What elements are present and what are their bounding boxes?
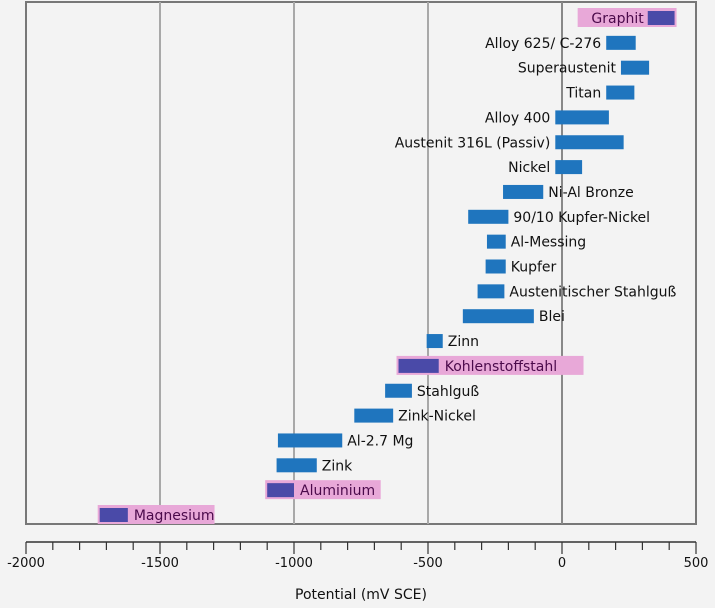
bar-label: Blei (539, 309, 565, 325)
bar-group-kohlenstoffstahl: Kohlenstoffstahl (396, 355, 584, 375)
bar-group-magnesium: Magnesium (97, 505, 215, 524)
bars-layer: Graphit Alloy 625/ C-276 Superaustenit Tita… (97, 8, 677, 524)
bar-label: Kupfer (511, 260, 557, 276)
bar (267, 483, 294, 498)
bar-group-zink: Zink (276, 458, 353, 474)
bar (486, 234, 506, 249)
x-axis: -2000 -1500 -1000 -500 0 500 (7, 541, 709, 571)
bar (276, 458, 317, 473)
bar-label: Austenitischer Stahlguß (509, 284, 676, 300)
bar-label: Zink-Nickel (398, 409, 476, 425)
bar-group-austenit-316l-passiv: Austenit 316L (Passiv) (395, 135, 624, 151)
x-tick-label-2: -1000 (275, 556, 313, 571)
bar (277, 433, 343, 448)
highlight-box (396, 355, 584, 375)
bar-label: Zink (322, 458, 353, 474)
bar-label: Ni-Al Bronze (548, 185, 633, 201)
bar-label: Alloy 400 (485, 110, 550, 126)
bar-group-90-10-kupfer-nickel: 90/10 Kupfer-Nickel (468, 209, 650, 226)
bar (426, 334, 443, 349)
bar (503, 184, 544, 199)
x-tick-label-4: 0 (558, 556, 566, 571)
bar-label: Alloy 625/ C-276 (485, 36, 601, 52)
bar (462, 309, 534, 324)
bar (555, 135, 624, 150)
bar-label: Aluminium (300, 483, 375, 499)
bar-group-blei: Blei (462, 309, 565, 325)
bar (485, 259, 506, 274)
bar-group-nickel: Nickel (508, 160, 583, 176)
bar-group-ni-al-bronze: Ni-Al Bronze (503, 184, 634, 201)
bar-group-al-2-7-mg: Al-2.7 Mg (277, 433, 413, 449)
highlight-box (265, 480, 381, 500)
bar (606, 85, 635, 100)
x-axis-title: Potential (mV SCE) (295, 587, 427, 603)
bar-label: Zinn (448, 334, 479, 350)
bar (385, 383, 412, 398)
bar-label: Al-2.7 Mg (347, 433, 413, 449)
bar (606, 35, 636, 50)
bar-label: Magnesium (134, 508, 215, 524)
bar-label: Titan (565, 86, 601, 102)
bar-label: Superaustenit (518, 61, 617, 77)
bar-label: Al-Messing (511, 235, 586, 251)
bar (354, 408, 394, 423)
bar-group-alloy-625-c-276: Alloy 625/ C-276 (485, 35, 636, 52)
bar-group-stahlgu: Stahlguß (385, 383, 479, 400)
bar (555, 160, 583, 175)
x-tick-label-1: -1500 (141, 556, 179, 571)
x-tick-label-0: -2000 (7, 556, 45, 571)
x-tick-label-5: 500 (684, 556, 709, 571)
bar-label: Stahlguß (417, 384, 479, 400)
bar-label: Nickel (508, 160, 550, 176)
bar-group-austenitischer-stahlgu: Austenitischer Stahlguß (477, 284, 677, 300)
bar-group-aluminium: Aluminium (265, 480, 381, 500)
bar (99, 508, 128, 522)
bar-group-al-messing: Al-Messing (486, 234, 586, 251)
plot-background (25, 1, 697, 525)
bar (398, 358, 439, 373)
bar-group-superaustenit: Superaustenit (518, 60, 650, 77)
bar-group-graphit: Graphit (577, 8, 677, 27)
bar (620, 60, 650, 75)
bar-group-zinn: Zinn (426, 334, 479, 350)
bar (647, 11, 675, 25)
bar-group-zink-nickel: Zink-Nickel (354, 408, 476, 425)
bar (555, 110, 609, 125)
bar-label: Austenit 316L (Passiv) (395, 135, 551, 151)
bar-label: Kohlenstoffstahl (445, 359, 557, 375)
bar-group-kupfer: Kupfer (485, 259, 557, 276)
x-tick-label-3: -500 (413, 556, 443, 571)
bar-group-alloy-400: Alloy 400 (485, 110, 609, 126)
bar (477, 284, 505, 299)
bar-label: 90/10 Kupfer-Nickel (513, 210, 650, 226)
bar (468, 209, 509, 224)
bar-label: Graphit (591, 11, 644, 27)
bar-group-titan: Titan (565, 85, 635, 102)
